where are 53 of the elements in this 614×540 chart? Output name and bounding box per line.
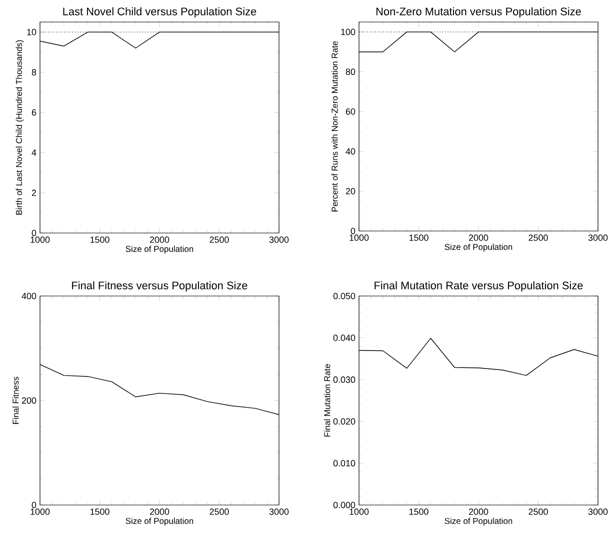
y-tick-label: 60 <box>346 108 356 115</box>
y-tick-label: 0 <box>32 230 36 236</box>
x-tick-label: 2500 <box>210 508 229 515</box>
y-tick-label: 0 <box>350 228 356 234</box>
x-tick-label: 1000 <box>30 236 50 243</box>
y-axis-title: Percent of Runs with Non-Zero Mutation Rate <box>331 41 338 212</box>
y-tick-label: 0.000 <box>333 502 356 508</box>
x-tick-label: 1500 <box>90 508 110 515</box>
x-tick-label: 3000 <box>269 236 289 243</box>
x-tick-label: 3000 <box>269 508 289 515</box>
y-tick-label: 0.050 <box>333 292 356 300</box>
x-tick-label: 1000 <box>350 234 369 241</box>
x-tick-label: 2000 <box>150 236 170 243</box>
y-axis-title: Final Mutation Rate <box>324 364 330 437</box>
x-axis-title: Size of Population <box>444 518 512 526</box>
y-tick-label: 8 <box>32 69 36 76</box>
y-tick-label: 0.040 <box>333 334 356 341</box>
y-tick-label: 6 <box>32 109 36 116</box>
x-tick-label: 2500 <box>528 234 548 241</box>
x-tick-label: 1500 <box>409 234 428 241</box>
x-tick-label: 1500 <box>409 508 428 515</box>
x-axis-title: Size of Population <box>444 244 512 252</box>
y-tick-label: 0.010 <box>333 460 356 466</box>
y-tick-label: 100 <box>341 28 356 36</box>
y-tick-label: 2 <box>32 190 36 196</box>
x-tick-label: 1000 <box>30 508 50 515</box>
y-tick-label: 80 <box>346 68 356 75</box>
chart-title: Non-Zero Mutation versus Population Size <box>376 7 581 18</box>
y-tick-label: 10 <box>27 28 36 36</box>
y-tick-label: 4 <box>32 150 36 156</box>
y-tick-label: 400 <box>22 292 36 300</box>
y-axis-title: Final Fitness <box>12 376 19 424</box>
x-tick-label: 3000 <box>588 234 608 241</box>
x-tick-label: 2000 <box>468 234 488 241</box>
x-tick-label: 3000 <box>588 508 608 515</box>
y-tick-label: 0.020 <box>333 418 356 425</box>
x-axis-title: Size of Population <box>126 518 194 526</box>
x-tick-label: 2000 <box>150 508 170 515</box>
chart-title: Final Mutation Rate versus Population Size <box>374 281 583 292</box>
y-tick-label: 20 <box>346 188 356 194</box>
chart-title: Last Novel Child versus Population Size <box>63 7 256 18</box>
x-tick-label: 2500 <box>210 236 229 243</box>
y-tick-label: 0 <box>32 502 36 508</box>
chart-title: Final Fitness versus Population Size <box>72 281 248 292</box>
y-tick-label: 200 <box>22 397 36 404</box>
x-tick-label: 2000 <box>468 508 488 515</box>
x-tick-label: 2500 <box>528 508 548 515</box>
x-tick-label: 1000 <box>350 508 369 515</box>
x-axis-title: Size of Population <box>126 246 194 254</box>
y-tick-label: 40 <box>346 148 356 155</box>
x-tick-label: 1500 <box>90 236 110 243</box>
y-axis-title: Birth of Last Novel Child (Hundred Thousands) <box>16 40 24 215</box>
y-tick-label: 0.030 <box>333 376 356 383</box>
